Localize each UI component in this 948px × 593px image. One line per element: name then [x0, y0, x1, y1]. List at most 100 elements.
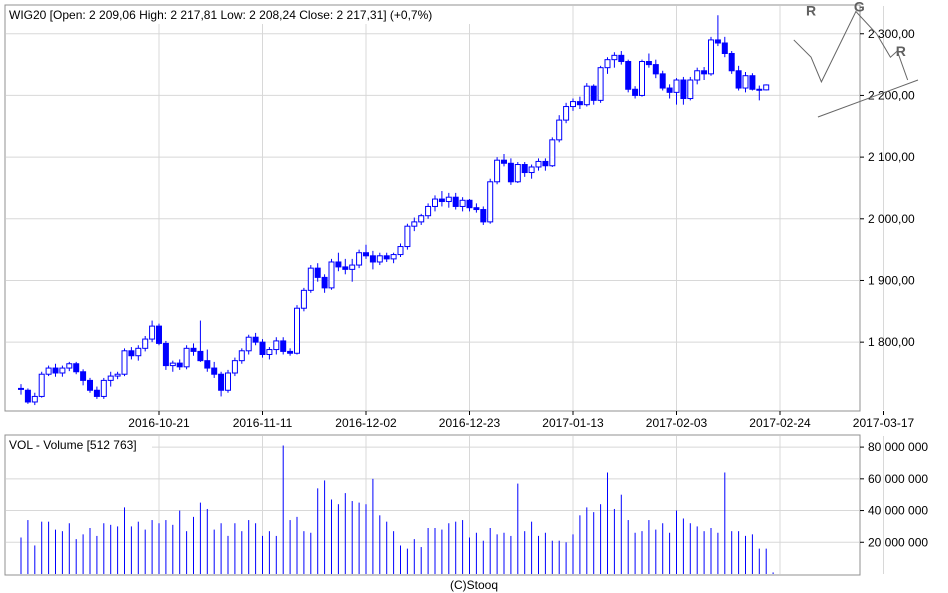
- candle-body: [452, 196, 459, 207]
- candle-body: [645, 61, 652, 66]
- candle-body: [549, 139, 556, 167]
- candle-body: [280, 340, 287, 352]
- volume-tick-label: 20 000 000: [868, 535, 928, 549]
- candle-body: [494, 159, 501, 183]
- candle-body: [507, 162, 514, 183]
- price-tick-label: 1 800,00: [868, 335, 915, 349]
- candle-body: [687, 79, 694, 100]
- candle-body: [425, 205, 432, 217]
- candle-body: [38, 373, 45, 397]
- neckline: [817, 79, 919, 118]
- volume-axis: 20 000 000 40 000 000 60 000 000 80 000 000: [860, 440, 928, 549]
- candle-body: [238, 350, 245, 362]
- candle-body: [321, 276, 328, 289]
- volume-tick-label: 40 000 000: [868, 504, 928, 518]
- price-tick-label: 2 200,00: [868, 88, 915, 102]
- candle-body: [204, 360, 211, 369]
- candle-body: [542, 160, 549, 167]
- candle-body: [142, 338, 149, 349]
- candle-body: [121, 350, 128, 375]
- candle-body: [487, 181, 494, 223]
- price-tick-label: 1 900,00: [868, 273, 915, 287]
- candle-body: [18, 387, 24, 390]
- candle-body: [300, 289, 307, 309]
- candle-body: [156, 325, 162, 344]
- candle-body: [618, 54, 625, 63]
- candle-body: [342, 266, 349, 270]
- candle-body: [625, 61, 632, 90]
- candle-body: [183, 347, 190, 368]
- price-tick-label: 2 300,00: [868, 27, 915, 41]
- candle-body: [576, 101, 583, 106]
- pattern-annotations: R G R: [806, 0, 906, 59]
- date-tick-label: 2017-02-24: [749, 416, 811, 430]
- candle-body: [287, 350, 294, 354]
- candle-body: [190, 347, 197, 352]
- candle-body: [563, 106, 570, 121]
- candle-body: [128, 350, 135, 357]
- candle-body: [93, 389, 100, 397]
- candle-body: [383, 255, 390, 260]
- pattern-label: R: [896, 43, 906, 59]
- candle-body: [735, 70, 742, 89]
- head-shoulders-pattern: [793, 10, 919, 118]
- candle-body: [328, 261, 335, 289]
- candle-body: [169, 362, 176, 367]
- candle-body: [197, 350, 204, 362]
- price-axis: 1 800,00 1 900,00 2 000,00 2 100,00 2 200,00…: [860, 27, 915, 349]
- candle-body: [652, 64, 659, 75]
- candle-body: [521, 164, 528, 174]
- candle-body: [680, 79, 687, 100]
- candle-body: [749, 75, 756, 90]
- volume-title: VOL - Volume [512 763]: [9, 438, 137, 452]
- date-tick-label: 2016-10-21: [128, 416, 190, 430]
- candle-body: [363, 252, 369, 257]
- candle-body: [266, 349, 273, 355]
- price-tick-label: 2 100,00: [868, 150, 915, 164]
- candle-body: [259, 341, 266, 355]
- date-tick-label: 2017-03-17: [853, 416, 915, 430]
- candle-body: [708, 39, 714, 75]
- candle-body: [721, 42, 728, 54]
- candle-body: [701, 70, 708, 75]
- candle-body: [694, 70, 701, 81]
- volume-tick-label: 60 000 000: [868, 472, 928, 486]
- candle-body: [597, 67, 604, 101]
- candle-body: [404, 225, 411, 248]
- candle-body: [432, 198, 438, 207]
- candle-body: [294, 307, 300, 354]
- candle-body: [335, 261, 342, 268]
- candle-body: [31, 395, 38, 403]
- candle-body: [218, 373, 225, 391]
- candle-body: [314, 267, 321, 278]
- candle-body: [445, 196, 452, 203]
- candle-body: [438, 198, 445, 203]
- candle-body: [149, 325, 156, 340]
- candle-body: [176, 362, 183, 368]
- candle-body: [45, 367, 52, 375]
- candle-body: [411, 221, 418, 227]
- volume-bars: [20, 445, 774, 574]
- candle-body: [583, 85, 590, 106]
- candle-body: [570, 101, 576, 108]
- candle-body: [52, 367, 59, 374]
- candle-body: [107, 375, 114, 381]
- candle-body: [466, 199, 473, 209]
- candle-body: [659, 73, 666, 89]
- date-tick-label: 2016-12-02: [335, 416, 397, 430]
- candle-body: [135, 347, 142, 357]
- pattern-label: G: [854, 0, 865, 15]
- candle-body: [211, 367, 218, 375]
- date-tick-label: 2017-01-13: [542, 416, 604, 430]
- candle-body: [639, 61, 645, 96]
- volume-gridlines: [6, 436, 884, 574]
- candle-body: [369, 255, 376, 263]
- candle-body: [459, 199, 466, 207]
- candle-body: [528, 166, 535, 174]
- candle-body: [473, 207, 480, 211]
- candle-body: [100, 379, 107, 397]
- candle-body: [162, 342, 169, 367]
- candle-body: [73, 363, 80, 373]
- candle-body: [114, 373, 121, 377]
- volume-tick-label: 80 000 000: [868, 440, 928, 454]
